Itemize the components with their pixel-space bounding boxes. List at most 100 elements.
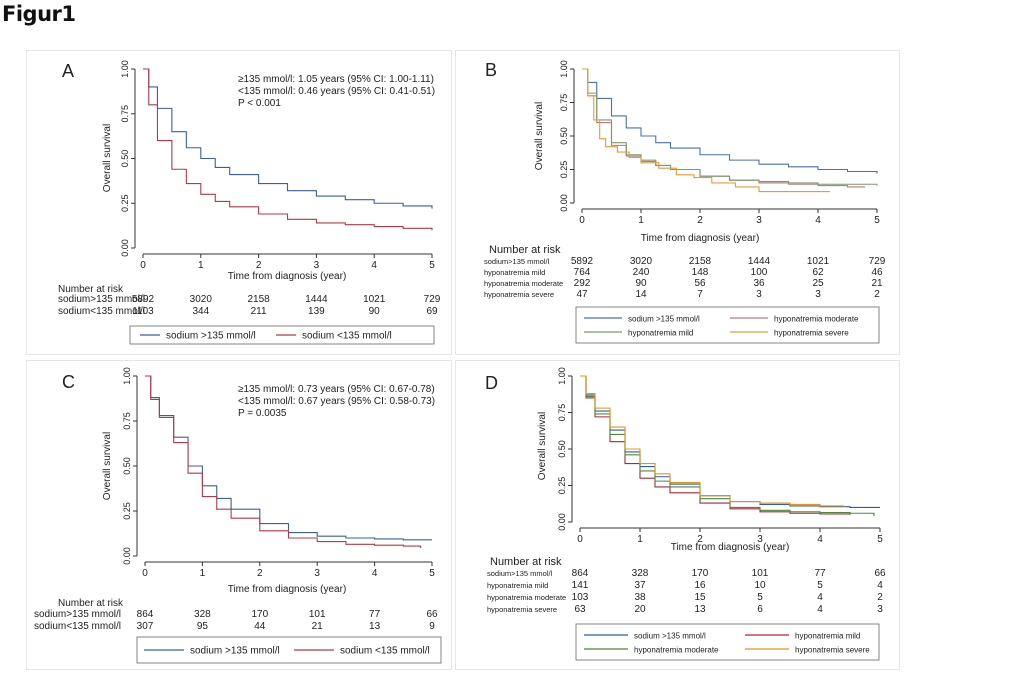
risk-value-c: 21 (312, 621, 324, 632)
risk-value-b: 2158 (689, 256, 712, 267)
risk-value-a: 139 (308, 306, 325, 317)
risk-row-label-c: sodium>135 mmol/l (34, 609, 121, 620)
y-axis-label-a: Overall survival (102, 124, 113, 192)
risk-value-a: 211 (251, 306, 267, 317)
x-tick-label-a: 0 (140, 260, 146, 271)
risk-value-b: 729 (869, 256, 886, 267)
risk-value-b: 3020 (630, 256, 653, 267)
risk-value-d: 16 (694, 580, 706, 591)
risk-value-a: 5892 (132, 294, 155, 305)
legend-label-b-3: hyponatremia mild (628, 329, 693, 338)
survival-curve-a-2 (143, 68, 433, 231)
risk-row-label-a: sodium>135 mmol/l (58, 294, 145, 305)
annotation-a-3: P < 0.001 (238, 98, 281, 109)
risk-value-c: 101 (309, 609, 326, 620)
panel-letter-c: C (62, 372, 75, 392)
legend-label-d-2: hyponatremia mild (795, 632, 860, 641)
risk-table-header-b: Number at risk (489, 244, 561, 256)
y-tick-label-c: 0.50 (122, 457, 132, 475)
y-tick-label-d: 0.75 (557, 404, 567, 422)
legend-label-b-1: sodium >135 mmol/l (628, 315, 700, 324)
risk-value-d: 66 (874, 568, 886, 579)
legend-label-b-2: hyponatremia moderate (774, 315, 859, 324)
x-tick-label-c: 0 (142, 568, 148, 579)
legend-label-d-3: hyponatremia moderate (634, 646, 719, 655)
legend-label-a-1: sodium >135 mmol/l (166, 331, 256, 342)
legend-label-c-1: sodium >135 mmol/l (190, 646, 280, 657)
risk-row-label-b: sodium>135 mmol/l (484, 257, 550, 266)
x-tick-label-b: 3 (756, 215, 762, 226)
y-axis-label-c: Overall survival (102, 432, 113, 500)
x-tick-label-d: 4 (817, 534, 823, 545)
x-axis-label-d: Time from diagnosis (year) (671, 542, 790, 553)
risk-value-b: 764 (574, 267, 591, 278)
y-axis-label-d: Overall survival (537, 412, 548, 480)
risk-row-label-a: sodium<135 mmol/l (58, 306, 145, 317)
y-tick-label-d: 0.00 (557, 513, 567, 531)
x-tick-label-d: 3 (757, 534, 763, 545)
x-tick-label-d: 1 (637, 534, 643, 545)
risk-table-header-a: Number at risk (58, 284, 124, 295)
annotation-a-1: ≥135 mmol/l: 1.05 years (95% CI: 1.00-1.… (238, 74, 434, 85)
panel-letter-a: A (62, 61, 74, 81)
risk-row-label-b: hyponatremia mild (484, 268, 545, 277)
risk-value-c: 66 (426, 609, 438, 620)
x-tick-label-b: 2 (697, 215, 703, 226)
survival-curve-d-3 (580, 375, 875, 517)
y-axis-label-b: Overall survival (534, 102, 545, 170)
survival-curve-c-2 (145, 375, 422, 548)
risk-value-c: 9 (429, 621, 435, 632)
risk-value-a: 3020 (190, 294, 213, 305)
risk-value-d: 4 (817, 592, 823, 603)
risk-value-d: 2 (877, 592, 883, 603)
x-tick-label-d: 0 (577, 534, 583, 545)
risk-value-d: 5 (817, 580, 823, 591)
risk-value-c: 77 (369, 609, 381, 620)
risk-value-d: 4 (817, 604, 823, 615)
legend-label-b-4: hyponatremia severe (774, 329, 849, 338)
risk-value-a: 1021 (363, 294, 386, 305)
legend-label-c-2: sodium <135 mmol/l (340, 646, 430, 657)
y-tick-label-c: 0.00 (122, 547, 132, 565)
risk-value-b: 1444 (748, 256, 771, 267)
annotation-c-1: ≥135 mmol/l: 0.73 years (95% CI: 0.67-0.… (238, 384, 435, 395)
annotation-a-2: <135 mmol/l: 0.46 years (95% CI: 0.41-0.… (238, 86, 435, 97)
risk-value-d: 4 (877, 580, 883, 591)
risk-value-d: 6 (757, 604, 763, 615)
legend-label-a-2: sodium <135 mmol/l (302, 331, 392, 342)
risk-value-c: 13 (369, 621, 381, 632)
risk-value-d: 77 (814, 568, 826, 579)
risk-value-c: 307 (137, 621, 154, 632)
y-tick-label-b: 0.25 (559, 161, 569, 179)
risk-value-a: 729 (424, 294, 441, 305)
x-tick-label-b: 4 (815, 215, 821, 226)
risk-value-b: 1021 (807, 256, 830, 267)
x-tick-label-b: 1 (638, 215, 644, 226)
risk-value-c: 864 (137, 609, 154, 620)
risk-table-header-c: Number at risk (58, 598, 124, 609)
y-tick-label-a: 0.25 (120, 194, 130, 212)
survival-curve-a-1 (143, 68, 433, 209)
risk-row-label-b: hyponatremia severe (484, 290, 554, 299)
survival-curve-b-4 (582, 68, 830, 193)
y-tick-label-c: 0.25 (122, 502, 132, 520)
risk-row-label-d: hyponatremia mild (487, 581, 548, 590)
risk-value-a: 90 (369, 306, 381, 317)
y-tick-label-a: 1.00 (120, 60, 130, 78)
x-tick-label-a: 4 (371, 260, 377, 271)
risk-table-header-d: Number at risk (490, 556, 562, 568)
survival-curve-b-1 (582, 68, 878, 174)
risk-value-d: 103 (572, 592, 589, 603)
risk-value-b: 3 (756, 289, 762, 300)
annotation-c-2: <135 mmol/l: 0.67 years (95% CI: 0.58-0.… (238, 396, 435, 407)
x-tick-label-a: 2 (256, 260, 262, 271)
risk-value-b: 148 (692, 267, 709, 278)
x-tick-label-c: 4 (372, 568, 378, 579)
risk-value-a: 344 (192, 306, 209, 317)
risk-value-b: 14 (635, 289, 647, 300)
risk-value-a: 69 (426, 306, 438, 317)
risk-value-b: 3 (815, 289, 821, 300)
risk-value-d: 20 (634, 604, 646, 615)
y-tick-label-b: 1.00 (559, 60, 569, 78)
panel-frame-a (26, 50, 452, 355)
